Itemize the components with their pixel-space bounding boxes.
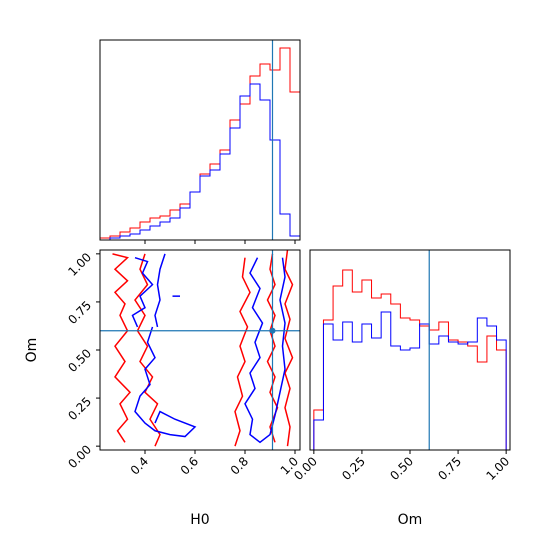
contour-line-0-1 xyxy=(134,253,161,447)
h0-histogram-frame xyxy=(99,39,301,241)
om-histogram-x-axis-label: Om xyxy=(398,512,423,528)
histogram-step-line-1 xyxy=(313,311,507,450)
histogram-step-line-0 xyxy=(313,269,507,450)
contour-x-axis-label: H0 xyxy=(190,512,209,528)
contour-line-0-2 xyxy=(234,257,251,447)
contour-line-0-0 xyxy=(112,253,132,443)
contour-line-1-2 xyxy=(154,253,166,328)
contour-series xyxy=(112,250,294,447)
contour-line-0-4 xyxy=(284,250,294,447)
contour-y-axis-label: Om xyxy=(24,338,40,363)
contour-line-0-3 xyxy=(266,253,279,443)
contour-line-1-1 xyxy=(134,326,197,438)
h0-histogram-series xyxy=(99,47,301,241)
om-histogram-series xyxy=(313,269,507,450)
contour-line-1-3 xyxy=(244,257,286,444)
contour-line-1-0 xyxy=(131,256,154,328)
contour-truth-marker xyxy=(269,327,276,334)
h0-histogram-ticks xyxy=(144,240,296,244)
histogram-step-line-1 xyxy=(100,83,300,241)
h0-marginal-histogram xyxy=(99,39,301,244)
